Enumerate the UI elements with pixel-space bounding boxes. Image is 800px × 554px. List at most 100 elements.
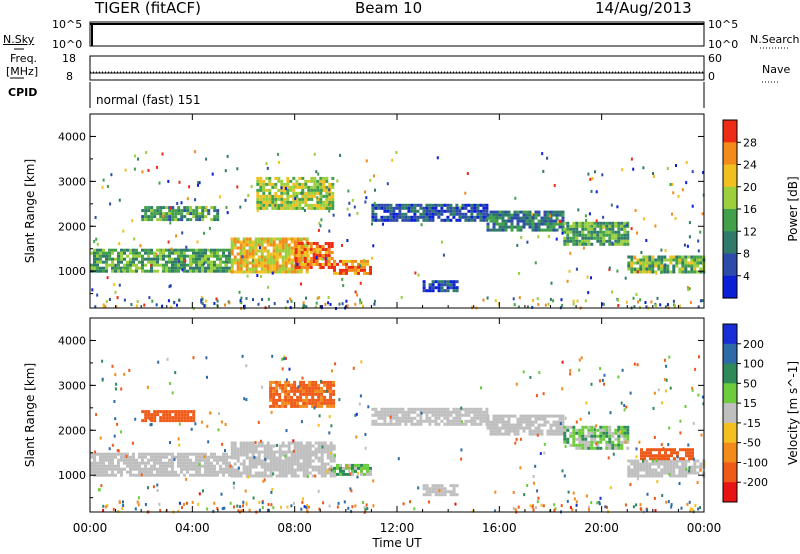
scatter-cell <box>356 293 359 297</box>
echo-cell <box>278 459 282 463</box>
scatter-cell <box>258 246 261 250</box>
echo-cell <box>383 206 387 210</box>
scatter-cell <box>371 256 373 260</box>
echo-cell <box>320 389 324 393</box>
echo-cell <box>663 459 667 463</box>
echo-cell <box>317 459 321 463</box>
scatter-cell <box>303 209 306 212</box>
echo-cell <box>645 462 649 466</box>
echo-cell <box>219 254 222 258</box>
echo-cell <box>413 416 417 420</box>
echo-cell <box>645 471 649 475</box>
echo-cell <box>329 465 333 469</box>
echo-cell <box>93 464 96 468</box>
echo-cell <box>141 458 144 462</box>
echo-cell <box>180 209 184 213</box>
echo-cell <box>498 222 502 226</box>
echo-cell <box>482 419 486 423</box>
echo-cell <box>236 240 240 244</box>
scatter-cell <box>300 420 303 424</box>
echo-cell <box>404 218 408 222</box>
scatter-cell <box>632 167 635 171</box>
echo-cell <box>575 227 579 231</box>
scatter-cell <box>177 437 180 441</box>
echo-cell <box>171 416 175 420</box>
echo-cell <box>207 269 210 273</box>
echo-cell <box>611 236 615 240</box>
echo-cell <box>366 262 369 266</box>
echo-cell <box>455 484 459 488</box>
echo-cell <box>213 248 216 252</box>
echo-cell <box>660 468 664 472</box>
echo-cell <box>297 257 301 260</box>
scatter-cell <box>113 434 116 438</box>
echo-cell <box>305 389 309 393</box>
echo-cell <box>186 254 189 258</box>
echo-cell <box>305 462 309 466</box>
echo-cell <box>239 441 243 445</box>
echo-cell <box>284 468 288 472</box>
scatter-cell <box>603 382 605 386</box>
echo-cell <box>278 444 282 448</box>
echo-cell <box>446 413 450 417</box>
echo-cell <box>269 444 273 448</box>
echo-cell <box>648 474 652 478</box>
echo-cell <box>428 493 432 497</box>
echo-cell <box>254 237 258 241</box>
echo-cell <box>640 457 643 461</box>
echo-cell <box>302 468 306 472</box>
echo-cell <box>248 462 252 466</box>
echo-cell <box>180 419 184 423</box>
scatter-cell <box>669 386 672 390</box>
echo-cell <box>111 461 114 465</box>
echo-cell <box>684 471 688 475</box>
echo-cell <box>419 413 423 417</box>
echo-cell <box>434 422 438 426</box>
echo-cell <box>320 386 324 390</box>
echo-cell <box>449 218 453 222</box>
echo-cell <box>213 263 216 267</box>
echo-cell <box>467 419 471 423</box>
scatter-cell <box>672 191 675 195</box>
echo-cell <box>195 455 198 459</box>
scatter-cell <box>201 302 204 305</box>
echo-cell <box>256 206 260 210</box>
echo-cell <box>630 270 634 274</box>
echo-cell <box>272 246 276 250</box>
echo-cell <box>395 215 399 219</box>
scatter-cell <box>639 507 642 511</box>
echo-cell <box>383 422 387 426</box>
echo-cell <box>608 221 612 225</box>
echo-cell <box>302 237 306 241</box>
echo-cell <box>455 206 459 210</box>
echo-cell <box>309 248 313 251</box>
echo-cell <box>479 413 483 417</box>
echo-cell <box>177 458 180 462</box>
echo-cell <box>401 215 405 219</box>
echo-cell <box>392 209 396 213</box>
echo-cell <box>256 179 260 183</box>
echo-cell <box>286 188 290 192</box>
echo-cell <box>678 258 682 262</box>
echo-cell <box>572 227 576 231</box>
echo-cell <box>693 471 697 475</box>
echo-cell <box>431 280 435 284</box>
echo-cell <box>102 458 105 462</box>
echo-cell <box>93 257 96 261</box>
echo-cell <box>401 419 405 423</box>
echo-cell <box>165 206 169 210</box>
scatter-cell <box>340 270 343 274</box>
scatter-cell <box>108 447 111 451</box>
echo-cell <box>147 470 150 474</box>
echo-cell <box>422 493 426 497</box>
scatter-cell <box>595 442 598 446</box>
echo-cell <box>230 249 234 253</box>
echo-cell <box>201 209 205 213</box>
echo-cell <box>572 443 576 447</box>
echo-cell <box>623 434 627 438</box>
echo-cell <box>569 443 573 447</box>
echo-cell <box>626 230 630 234</box>
echo-cell <box>561 228 565 232</box>
scatter-cell <box>691 508 694 512</box>
echo-cell <box>278 404 282 408</box>
